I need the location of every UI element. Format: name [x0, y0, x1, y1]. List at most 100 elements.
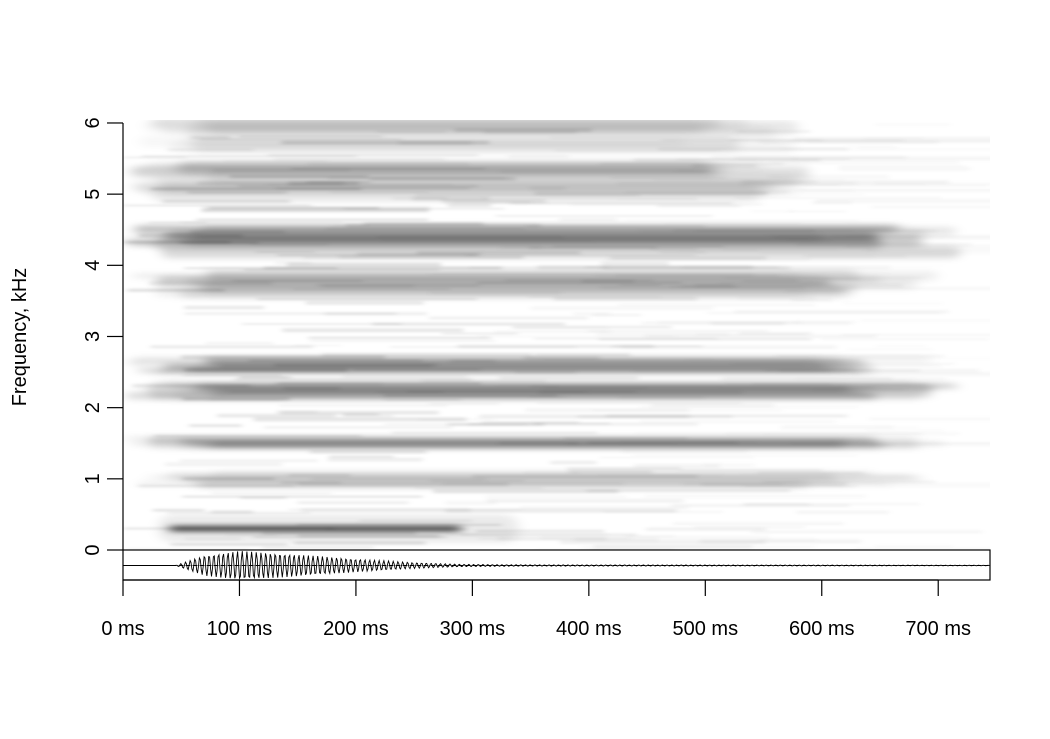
noise-streak [592, 409, 783, 411]
noise-streak [839, 165, 964, 167]
band-stripe [195, 140, 795, 154]
noise-streak [329, 455, 394, 458]
x-tick-label: 100 ms [207, 618, 273, 640]
band-stripe [168, 162, 716, 174]
noise-streak [184, 312, 397, 315]
noise-streak [624, 219, 858, 221]
noise-streak [310, 450, 426, 454]
noise-streak [211, 492, 332, 495]
noise-streak [487, 498, 684, 503]
noise-streak [274, 157, 445, 161]
x-tick-label: 300 ms [440, 618, 506, 640]
x-tick-label: 200 ms [323, 618, 389, 640]
y-tick-label: 3 [82, 331, 104, 342]
noise-streak [566, 467, 681, 471]
noise-streak [468, 266, 609, 269]
noise-streak [537, 402, 742, 404]
y-tick-label: 0 [82, 544, 104, 555]
noise-streak [699, 539, 861, 544]
noise-streak [764, 432, 923, 435]
noise-streak [499, 376, 638, 380]
noise-streak [445, 508, 677, 513]
noise-streak [597, 332, 729, 336]
noise-streak [239, 376, 291, 379]
spectral-band [136, 471, 927, 489]
noise-streak [587, 330, 768, 332]
x-tick-label: 600 ms [789, 618, 855, 640]
band-stripe [155, 276, 882, 283]
spectral-band [123, 224, 961, 259]
y-tick-label: 6 [82, 117, 104, 128]
noise-streak [875, 123, 950, 126]
noise-streak [514, 326, 609, 329]
noise-streak [179, 459, 318, 463]
noise-streak [559, 218, 617, 222]
noise-streak [693, 526, 805, 529]
noise-streak [842, 334, 1025, 336]
noise-streak [189, 424, 242, 428]
band-stripe [129, 239, 925, 247]
band-stripe [151, 184, 762, 202]
noise-streak [428, 316, 589, 320]
noise-streak [479, 414, 690, 419]
noise-streak [573, 312, 610, 316]
band-halo [157, 514, 519, 543]
noise-streak [703, 463, 754, 467]
noise-streak [839, 167, 971, 171]
noise-streak [494, 330, 610, 333]
noise-streak [264, 425, 453, 429]
axes: 0 1 2 3 4 5 6 0 ms 100 ms 200 ms 300 ms 400 ms 500 m… [82, 117, 971, 640]
band-stripe [181, 477, 837, 483]
noise-streak [869, 417, 1050, 421]
noise-streak [123, 204, 312, 207]
noise-streak [288, 508, 522, 511]
noise-streak [735, 197, 941, 199]
waveform [123, 551, 991, 580]
spectral-band [131, 269, 938, 299]
noise-streak [796, 510, 888, 514]
spectral-band [124, 436, 944, 449]
band-stripe [162, 363, 826, 370]
noise-streak [390, 346, 576, 348]
band-stripe [164, 232, 876, 241]
y-tick-label: 4 [82, 260, 104, 271]
noise-streak [661, 139, 824, 142]
spectral-band [157, 514, 519, 543]
noise-streak [789, 140, 1008, 142]
noise-streak [743, 503, 920, 505]
noise-streak [659, 321, 801, 324]
noise-streak [429, 402, 500, 406]
noise-streak [512, 325, 672, 329]
y-tick-label: 1 [82, 473, 104, 484]
noise-streak [508, 155, 569, 158]
noise-streak [287, 262, 442, 267]
noise-streak [744, 503, 810, 506]
noise-streak [305, 300, 424, 305]
noise-streak [622, 449, 747, 453]
noise-streak [342, 374, 467, 379]
noise-streak [184, 305, 265, 310]
noise-streak [170, 543, 288, 546]
x-tick-label: 700 ms [905, 618, 971, 640]
y-axis-label: Frequency, kHz [9, 268, 31, 407]
noise-streak [242, 323, 402, 325]
noise-streak [787, 211, 845, 213]
noise-streak [821, 338, 990, 340]
noise-streak [308, 336, 491, 340]
noise-streak [282, 328, 464, 333]
noise-streak [279, 410, 439, 415]
noise-streak [297, 501, 409, 505]
noise-streak [460, 533, 637, 537]
noise-streak [611, 345, 703, 348]
noise-streak [150, 345, 313, 349]
noise-streak [605, 414, 848, 418]
noise-streak [812, 201, 852, 205]
noise-streak [148, 221, 207, 224]
x-tick-label: 400 ms [556, 618, 622, 640]
spectrogram-area [123, 120, 1050, 550]
spectral-band [128, 160, 811, 202]
noise-streak [593, 544, 753, 549]
noise-streak [847, 348, 933, 350]
band-stripe [198, 120, 723, 131]
